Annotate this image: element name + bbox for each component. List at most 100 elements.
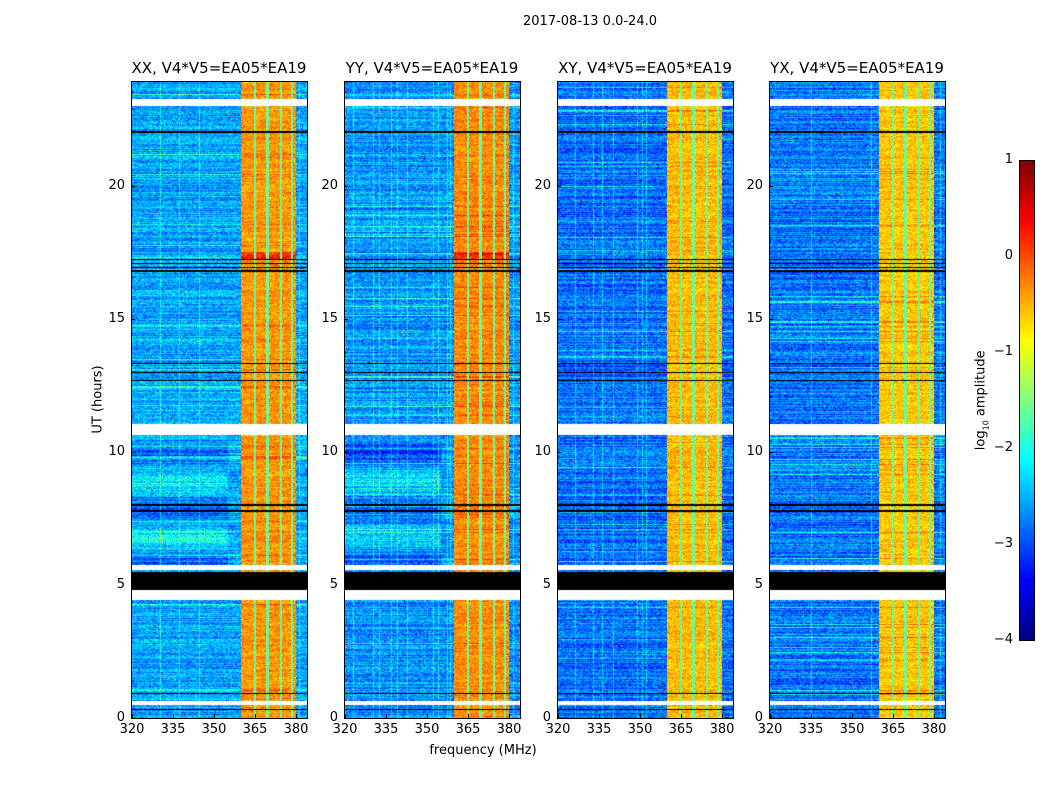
heatmap-panel xyxy=(131,81,308,719)
x-tick-mark xyxy=(468,714,470,718)
y-tick-label: 20 xyxy=(108,177,125,193)
colorbar xyxy=(1019,160,1035,641)
x-tick-mark xyxy=(770,714,771,718)
x-tick-mark xyxy=(132,714,133,718)
panel-title: XX, V4*V5=EA05*EA19 xyxy=(131,59,307,77)
y-tick-mark xyxy=(131,451,135,453)
y-tick-label: 5 xyxy=(754,576,763,592)
y-tick-mark xyxy=(344,185,348,187)
colorbar-label-rest: amplitude xyxy=(973,350,989,421)
colorbar-tick-label: −3 xyxy=(993,536,1013,551)
y-tick-label: 10 xyxy=(534,443,551,459)
x-tick-label: 335 xyxy=(586,722,612,737)
y-tick-mark xyxy=(344,451,348,453)
y-tick-label: 0 xyxy=(754,710,763,725)
y-tick-label: 0 xyxy=(329,710,338,725)
y-tick-mark xyxy=(131,718,135,719)
x-tick-mark xyxy=(427,714,429,718)
heatmap-panel xyxy=(557,81,734,719)
x-tick-label: 335 xyxy=(160,722,186,737)
y-tick-label: 0 xyxy=(116,710,125,725)
x-tick-mark xyxy=(345,714,346,718)
heatmap-image xyxy=(345,82,520,718)
x-tick-label: 350 xyxy=(627,722,653,737)
y-tick-mark xyxy=(557,318,561,320)
heatmap-panel xyxy=(344,81,521,719)
x-tick-label: 350 xyxy=(839,722,865,737)
y-tick-mark xyxy=(344,718,348,719)
y-tick-label: 10 xyxy=(108,443,125,459)
colorbar-label: log10 amplitude xyxy=(974,338,991,462)
x-tick-label: 320 xyxy=(119,722,145,737)
y-tick-label: 5 xyxy=(116,576,125,592)
x-tick-label: 320 xyxy=(757,722,783,737)
y-tick-mark xyxy=(557,451,561,453)
x-tick-label: 380 xyxy=(709,722,735,737)
colorbar-tick-label: 1 xyxy=(1004,152,1013,167)
x-tick-mark xyxy=(558,714,559,718)
x-tick-label: 320 xyxy=(332,722,358,737)
x-tick-label: 365 xyxy=(242,722,268,737)
heatmap-image xyxy=(558,82,733,718)
heatmap-image xyxy=(132,82,307,718)
y-tick-label: 0 xyxy=(542,710,551,725)
x-tick-label: 365 xyxy=(455,722,481,737)
colorbar-tick-label: 0 xyxy=(1004,248,1013,263)
x-tick-mark xyxy=(811,714,813,718)
y-tick-label: 5 xyxy=(542,576,551,592)
x-tick-mark xyxy=(173,714,175,718)
y-tick-mark xyxy=(769,718,773,719)
heatmap-panel xyxy=(769,81,946,719)
y-tick-mark xyxy=(131,185,135,187)
y-tick-label: 15 xyxy=(534,310,551,326)
x-tick-mark xyxy=(386,714,388,718)
colorbar-label-main: log xyxy=(973,430,989,451)
x-tick-mark xyxy=(722,714,724,718)
y-tick-mark xyxy=(769,318,773,320)
x-tick-mark xyxy=(681,714,683,718)
y-tick-mark xyxy=(557,185,561,187)
y-tick-label: 20 xyxy=(746,177,763,193)
y-tick-label: 10 xyxy=(746,443,763,459)
x-tick-label: 365 xyxy=(880,722,906,737)
colorbar-label-sub: 10 xyxy=(981,420,991,431)
x-tick-mark xyxy=(934,714,936,718)
y-tick-mark xyxy=(557,584,561,586)
x-tick-label: 380 xyxy=(496,722,522,737)
y-tick-label: 20 xyxy=(321,177,338,193)
x-tick-label: 350 xyxy=(414,722,440,737)
x-tick-mark xyxy=(599,714,601,718)
x-tick-mark xyxy=(640,714,642,718)
y-tick-label: 15 xyxy=(746,310,763,326)
y-tick-mark xyxy=(131,584,135,586)
x-tick-mark xyxy=(852,714,854,718)
panel-title: YX, V4*V5=EA05*EA19 xyxy=(770,59,944,77)
x-tick-mark xyxy=(296,714,298,718)
y-tick-label: 10 xyxy=(321,443,338,459)
panel-title: YY, V4*V5=EA05*EA19 xyxy=(345,59,519,77)
figure-title: 2017-08-13 0.0-24.0 xyxy=(523,14,657,29)
x-tick-label: 320 xyxy=(545,722,571,737)
y-tick-mark xyxy=(557,718,561,719)
x-axis-label: frequency (MHz) xyxy=(429,743,537,758)
y-tick-mark xyxy=(344,584,348,586)
panel-title: XY, V4*V5=EA05*EA19 xyxy=(558,59,732,77)
x-tick-mark xyxy=(893,714,895,718)
y-tick-label: 20 xyxy=(534,177,551,193)
x-tick-label: 380 xyxy=(283,722,309,737)
y-tick-label: 5 xyxy=(329,576,338,592)
colorbar-tick-label: −2 xyxy=(993,440,1013,455)
x-tick-mark xyxy=(214,714,216,718)
x-tick-label: 365 xyxy=(668,722,694,737)
y-tick-label: 15 xyxy=(321,310,338,326)
heatmap-image xyxy=(770,82,945,718)
x-tick-mark xyxy=(255,714,257,718)
x-tick-label: 335 xyxy=(373,722,399,737)
y-tick-mark xyxy=(344,318,348,320)
x-tick-label: 350 xyxy=(201,722,227,737)
y-axis-label: UT (hours) xyxy=(90,365,106,434)
y-tick-mark xyxy=(769,451,773,453)
colorbar-tick-label: −1 xyxy=(993,344,1013,359)
y-tick-label: 15 xyxy=(108,310,125,326)
x-tick-label: 380 xyxy=(921,722,947,737)
